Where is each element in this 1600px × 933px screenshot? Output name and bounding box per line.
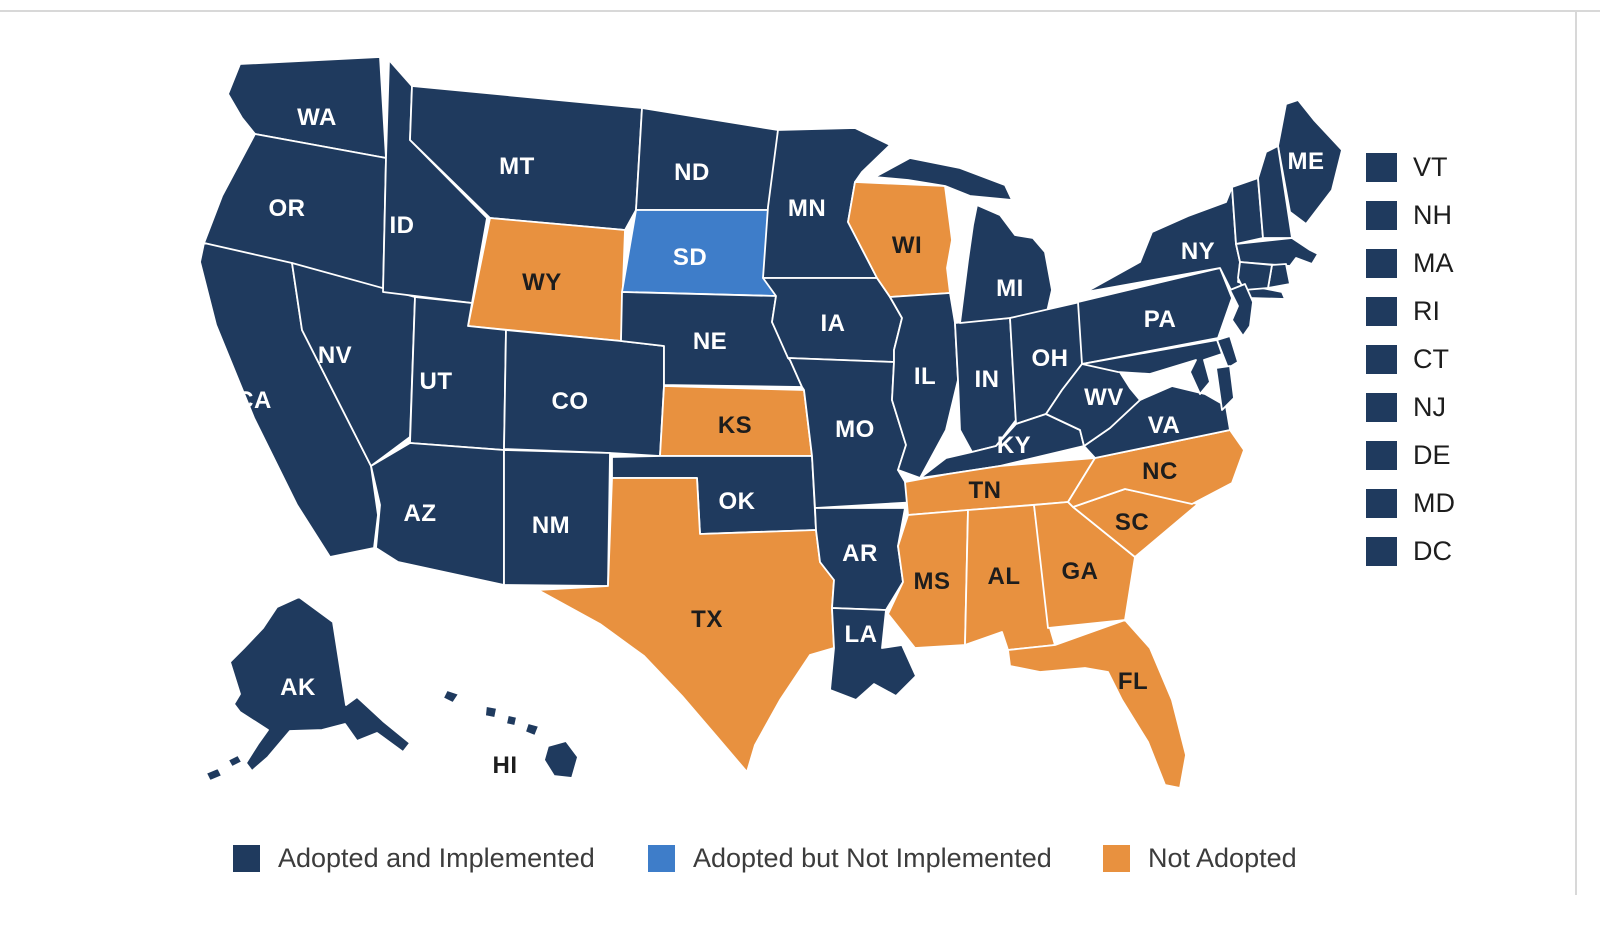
state-label-HI: HI [493,752,518,779]
legend-swatch-not-adopted-icon [1103,845,1130,872]
state-DE [1216,335,1239,369]
state-label-MN: MN [788,195,826,222]
state-label-OH: OH [1032,345,1069,372]
side-list-item-VT: VT [1366,143,1455,191]
side-list-label: MD [1413,487,1455,518]
state-label-AK: AK [280,674,316,701]
state-label-VA: VA [1148,412,1181,439]
legend-item-not-adopted: Not Adopted [1103,843,1297,874]
side-list-item-NJ: NJ [1366,383,1455,431]
state-label-PA: PA [1144,306,1177,333]
state-ME [1277,99,1343,225]
state-label-WY: WY [522,269,562,296]
legend-item-adopted-not-implemented: Adopted but Not Implemented [648,843,1052,874]
legend-item-adopted-implemented: Adopted and Implemented [233,843,595,874]
state-label-NV: NV [318,342,352,369]
state-label-UT: UT [420,368,453,395]
legend-label: Not Adopted [1148,843,1297,873]
state-AK [205,596,411,782]
state-label-ID: ID [390,212,415,239]
state-swatch-icon [1366,344,1397,374]
state-NJ [1229,283,1254,337]
state-MA [1235,237,1319,267]
state-label-AR: AR [842,540,878,567]
state-label-WV: WV [1084,384,1124,411]
state-FL [1007,619,1187,789]
state-label-FL: FL [1118,668,1148,695]
state-label-KY: KY [997,432,1031,459]
state-label-KS: KS [718,412,752,439]
state-MI [874,157,1053,324]
side-list-label: NJ [1413,391,1446,422]
state-CT [1237,261,1273,291]
side-list-label: CT [1413,343,1449,374]
state-label-WA: WA [297,104,337,131]
state-label-IA: IA [821,310,846,337]
legend-swatch-adopted-not-implemented-icon [648,845,675,872]
state-label-LA: LA [845,621,878,648]
state-label-OR: OR [269,195,306,222]
state-label-NY: NY [1181,238,1215,265]
state-label-AL: AL [988,563,1021,590]
side-list-item-MA: MA [1366,239,1455,287]
side-list-item-CT: CT [1366,335,1455,383]
state-swatch-icon [1366,152,1397,182]
side-list-label: NH [1413,199,1452,230]
state-label-AZ: AZ [404,500,437,527]
legend-swatch-adopted-implemented-icon [233,845,260,872]
state-NH [1257,145,1293,239]
side-list-item-MD: MD [1366,479,1455,527]
legend-label: Adopted and Implemented [278,843,595,873]
frame-top-border [0,10,1600,12]
side-list-item-NH: NH [1366,191,1455,239]
state-label-MO: MO [835,416,875,443]
state-LA [829,607,917,701]
state-label-MS: MS [914,568,951,595]
state-swatch-icon [1366,200,1397,230]
state-label-IN: IN [975,366,1000,393]
side-list-label: MA [1413,247,1454,278]
state-swatch-icon [1366,440,1397,470]
state-label-MT: MT [499,153,535,180]
state-HI [442,689,579,779]
side-list-label: VT [1413,151,1448,182]
state-label-ME: ME [1288,148,1325,175]
state-label-SC: SC [1115,509,1149,536]
state-label-GA: GA [1062,558,1099,585]
state-MD [1081,339,1235,411]
state-label-WI: WI [892,232,922,259]
state-NC [1067,429,1245,508]
side-list-item-DE: DE [1366,431,1455,479]
side-list-label: DC [1413,535,1452,566]
state-swatch-icon [1366,296,1397,326]
state-PA [1077,267,1233,365]
small-states-list: VT NH MA RI CT NJ DE MD [1366,143,1455,575]
state-label-NM: NM [532,512,570,539]
side-list-item-RI: RI [1366,287,1455,335]
side-list-label: DE [1413,439,1451,470]
state-label-CA: CA [236,387,272,414]
state-label-TN: TN [969,477,1002,504]
state-label-CO: CO [552,388,589,415]
state-label-SD: SD [673,244,707,271]
state-label-ND: ND [674,159,710,186]
state-swatch-icon [1366,248,1397,278]
state-swatch-icon [1366,536,1397,566]
state-label-MI: MI [996,275,1024,302]
state-swatch-icon [1366,392,1397,422]
state-AZ [370,442,505,586]
side-list-label: RI [1413,295,1440,326]
legend-label: Adopted but Not Implemented [693,843,1052,873]
state-label-IL: IL [914,363,936,390]
frame-right-border [1575,10,1577,895]
state-label-NE: NE [693,328,727,355]
state-label-NC: NC [1142,458,1178,485]
state-label-TX: TX [691,606,723,633]
state-label-OK: OK [719,488,756,515]
side-list-item-DC: DC [1366,527,1455,575]
state-swatch-icon [1366,488,1397,518]
